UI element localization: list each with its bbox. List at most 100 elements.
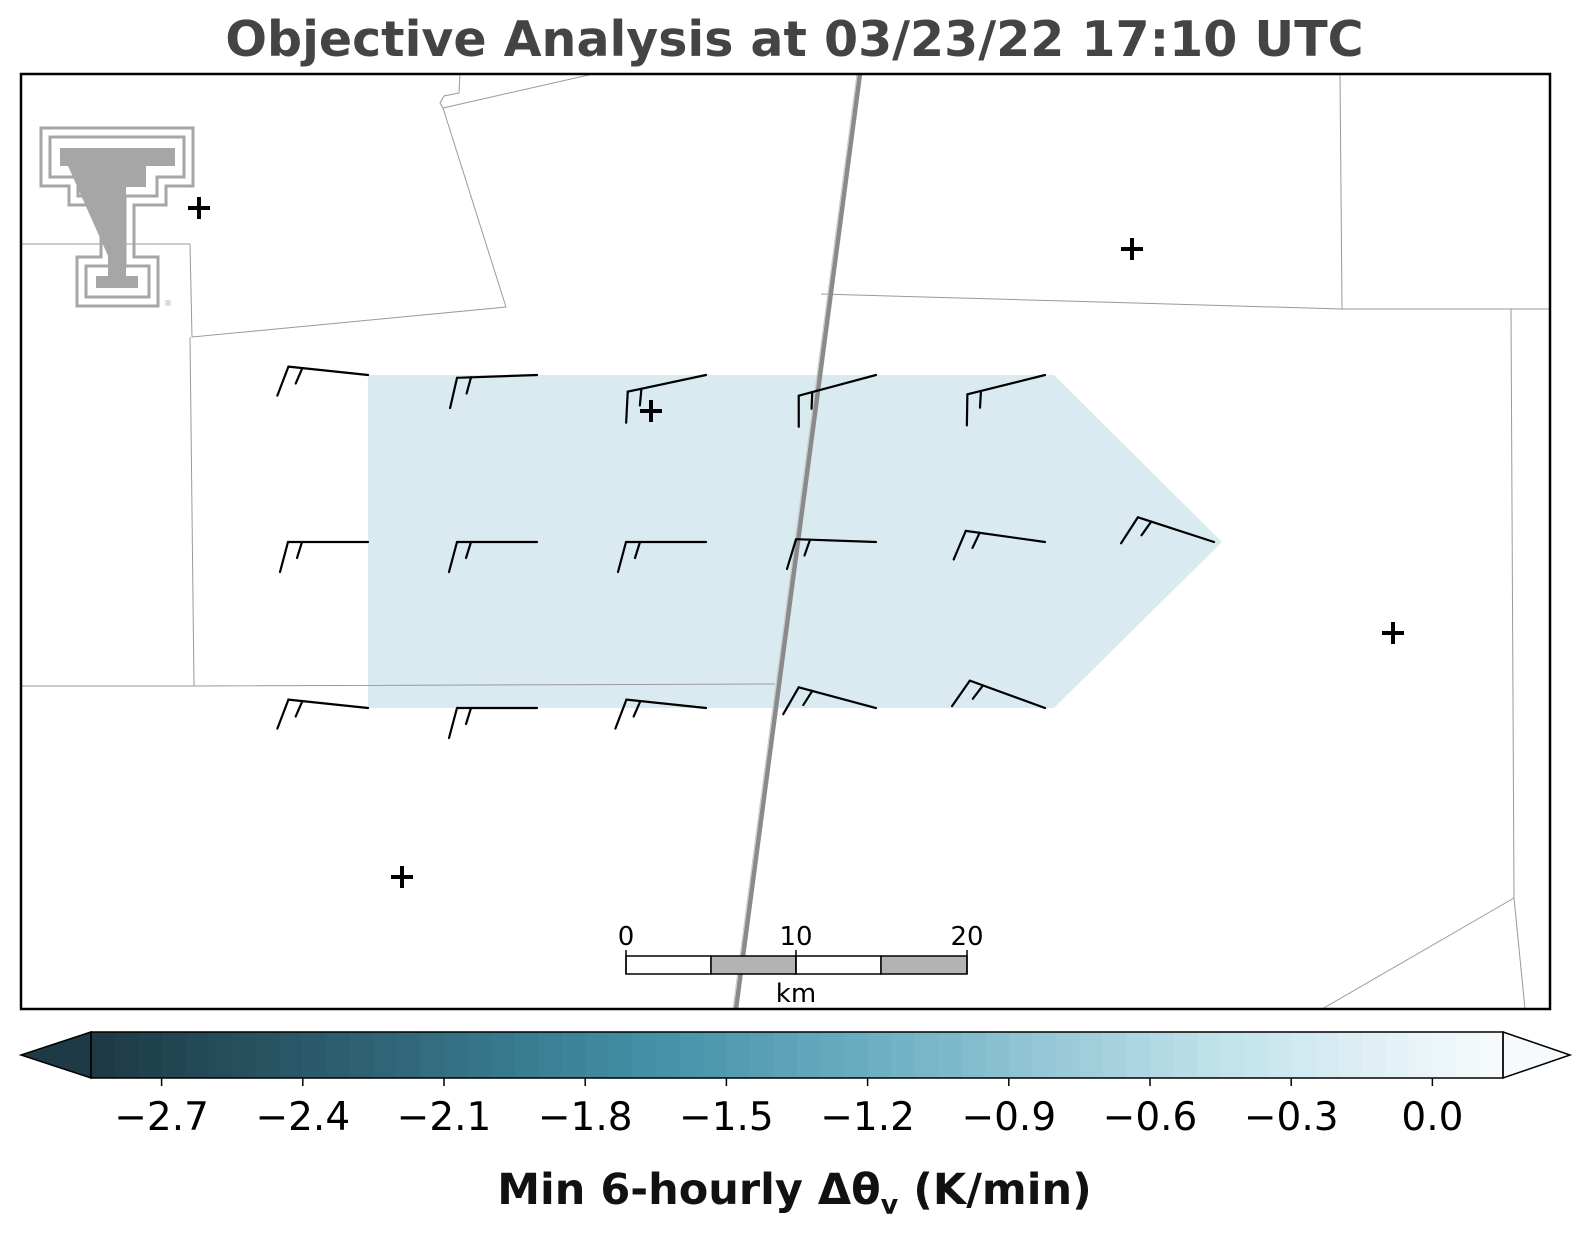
wind-barb (625, 373, 708, 424)
scale-segment (795, 955, 882, 975)
barb-half-flag (971, 531, 981, 550)
colorbar-cell (302, 1032, 327, 1078)
colorbar-cell (914, 1032, 939, 1078)
colorbar-cell (1267, 1032, 1292, 1078)
scale-bar: 0 10 20 km (618, 922, 984, 1009)
colorbar-cell (232, 1032, 257, 1078)
logo-fill (60, 148, 175, 288)
colorbar-cell (726, 1032, 751, 1078)
station-marker (640, 400, 662, 422)
colorbar-cell (891, 1032, 916, 1078)
map-content: 0 10 20 km (21, 74, 1550, 1009)
logo-outline (39, 126, 195, 308)
county-line (1321, 897, 1515, 1009)
colorbar-tick-label: −2.4 (255, 1095, 350, 1140)
colorbar-cell (138, 1032, 163, 1078)
barb-full-flag (614, 698, 628, 730)
barb-full-flag (785, 538, 798, 571)
barb-full-flag (278, 540, 290, 574)
station-marker (1382, 622, 1404, 644)
colorbar-cell (1197, 1032, 1222, 1078)
colorbar-cell (820, 1032, 845, 1078)
colorbar-cell (938, 1032, 963, 1078)
colorbar-cell (1455, 1032, 1481, 1078)
county-line (820, 293, 1550, 310)
scale-segment (625, 955, 712, 975)
colorbar-cell (1244, 1032, 1269, 1078)
colorbar-ticks: −2.7 −2.4 −2.1 −1.8 −1.5 −1.2 −0.9 −0.6 −0.3 0.0 (114, 1078, 1463, 1140)
colorbar-extend-low (18, 1030, 92, 1080)
colorbar-cell (867, 1032, 892, 1078)
scale-segment (710, 955, 797, 975)
barb-full-flag (965, 393, 969, 427)
colorbar-cell (373, 1032, 398, 1078)
barb-full-flag (276, 698, 290, 730)
barb-full-flag (950, 679, 971, 708)
colorbar-tick-label: −1.2 (820, 1095, 915, 1140)
colorbar-cell (185, 1032, 210, 1078)
colorbar-cell (844, 1032, 869, 1078)
map-frame (19, 72, 1552, 1011)
colorbar-cell (702, 1032, 727, 1078)
colorbar-cell (420, 1032, 445, 1078)
wind-barb (785, 538, 878, 571)
barb-half-flag (294, 367, 304, 385)
colorbar-extend-high (1502, 1030, 1573, 1080)
colorbar-cell (655, 1032, 680, 1078)
station-marker (188, 197, 210, 219)
barb-full-flag (449, 376, 459, 410)
colorbar-cell (1220, 1032, 1245, 1078)
wind-barb (616, 540, 708, 574)
station-markers (188, 197, 1404, 888)
colorbar-cell (538, 1032, 563, 1078)
barb-half-flag (632, 700, 642, 718)
colorbar-cell (632, 1032, 657, 1078)
colorbar-label-subscript: v (880, 1189, 899, 1221)
chart-title: Objective Analysis at 03/23/22 17:10 UTC (225, 11, 1364, 68)
barb-half-flag (810, 390, 814, 410)
logo-block (108, 187, 126, 277)
colorbar-cell (467, 1032, 492, 1078)
barb-half-flag (464, 706, 473, 726)
colorbar-cell (1385, 1032, 1410, 1078)
scale-segment (880, 955, 968, 975)
colorbar-cell (1314, 1032, 1339, 1078)
colorbar-cell (1126, 1032, 1151, 1078)
logo-registered-mark: ® (164, 299, 172, 308)
colorbar-cell (208, 1032, 233, 1078)
county-line (439, 74, 461, 109)
colorbar-cell (1150, 1032, 1175, 1078)
colorbar-cell (1408, 1032, 1433, 1078)
scale-label-0: 0 (618, 922, 635, 952)
barb-half-flag (464, 540, 473, 560)
colorbar-label: Min 6-hourly Δθv (K/min) (0, 1164, 1589, 1232)
wind-barb (782, 686, 878, 716)
barb-full-flag (625, 390, 629, 424)
wind-barb (952, 529, 1047, 561)
colorbar-cell (1291, 1032, 1316, 1078)
wind-barb (1119, 516, 1216, 545)
colorbar-cell (1079, 1032, 1104, 1078)
colorbar-tick-label: −1.5 (679, 1095, 774, 1140)
colorbar-cell (349, 1032, 374, 1078)
colorbar-label-unit: (K/min) (898, 1165, 1092, 1215)
barb-half-flag (294, 700, 304, 718)
barb-full-flag (782, 686, 800, 716)
wind-barbs (276, 365, 1216, 740)
double-t-logo: ® (39, 126, 195, 308)
barb-half-flag (978, 389, 983, 409)
wind-barb (950, 679, 1047, 710)
colorbar-cell (1173, 1032, 1198, 1078)
colorbar-cell (773, 1032, 798, 1078)
colorbar-tick-label: −0.9 (961, 1095, 1056, 1140)
wind-barb (797, 373, 878, 428)
barb-full-flag (447, 706, 459, 740)
colorbar-cell (514, 1032, 539, 1078)
colorbar-cell (255, 1032, 280, 1078)
colorbar-tick-label: −1.8 (538, 1095, 633, 1140)
colorbar-cell (797, 1032, 822, 1078)
barb-half-flag (295, 540, 304, 560)
logo-block (134, 148, 174, 166)
county-boundaries (21, 74, 1550, 1009)
